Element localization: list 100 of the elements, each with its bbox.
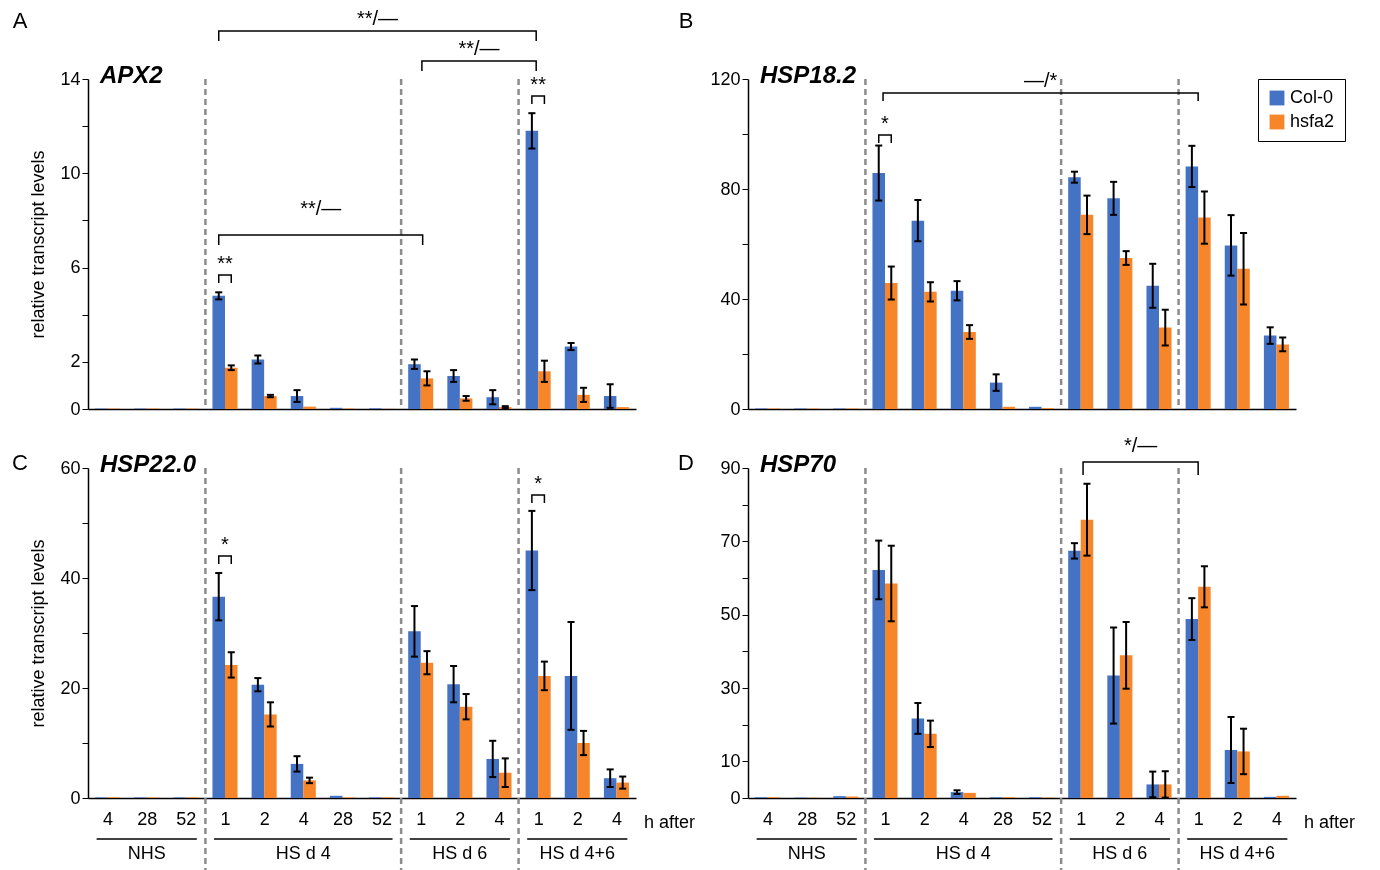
annotation: —/* [1023, 69, 1058, 91]
y-tick-label: 6 [70, 257, 81, 278]
x-tick-label: 2 [919, 808, 930, 829]
y-tick-label: 60 [60, 457, 81, 478]
x-tick-label: 1 [1193, 808, 1204, 829]
y-tick-label: 0 [70, 398, 81, 419]
bar [408, 631, 421, 798]
x-tick-label: 4 [1154, 808, 1165, 829]
text: */— [1123, 434, 1158, 456]
bar [950, 290, 964, 409]
x-tick-label: 1 [220, 808, 231, 829]
bar [538, 675, 551, 798]
y-tick-label: 80 [720, 178, 741, 199]
bar [1185, 619, 1199, 798]
bar [1119, 655, 1133, 798]
y-tick-label: 0 [730, 787, 741, 808]
y-tick-label: 2 [70, 351, 81, 372]
bar [251, 359, 265, 409]
x-tick-label: 2 [1115, 808, 1126, 829]
bar [577, 743, 590, 798]
annotation: * [534, 472, 543, 494]
y-tick-label: 30 [720, 677, 741, 698]
bar [1107, 198, 1120, 409]
bar [264, 714, 277, 798]
bar [1198, 586, 1211, 798]
bar [872, 173, 885, 409]
x-tick-label: 28 [332, 808, 353, 829]
bar [924, 733, 937, 798]
y-tick-label: 70 [720, 530, 741, 551]
bar [1224, 245, 1238, 409]
bar [447, 684, 460, 798]
bar [1237, 751, 1250, 798]
x-tick-label: 28 [992, 808, 1013, 829]
bar [1276, 795, 1289, 798]
x-tick-label: 4 [958, 808, 969, 829]
annotation: * [881, 112, 890, 134]
y-tick-label: 120 [710, 68, 741, 89]
bar [525, 550, 539, 798]
text: D [678, 450, 694, 475]
y-tick-label: 10 [720, 750, 741, 771]
text: C [12, 450, 29, 475]
bar [1068, 177, 1081, 409]
y-tick-label: 50 [720, 604, 741, 625]
bar [420, 662, 434, 798]
bar [1263, 335, 1277, 409]
bar [1080, 214, 1094, 409]
bar [212, 596, 225, 798]
bar [1107, 675, 1120, 798]
x-tick-label: 52 [176, 808, 197, 829]
x-tick-label: 4 [494, 808, 505, 829]
x-axis-title: h after [644, 812, 696, 832]
y-tick-label: 20 [60, 677, 81, 698]
y-tick-label: 0 [70, 787, 81, 808]
y-tick-label: 14 [60, 68, 81, 89]
y-tick-label: 40 [60, 567, 81, 588]
bar [1002, 406, 1015, 409]
bar [911, 718, 925, 798]
x-tick-label: 1 [416, 808, 427, 829]
text: HS d 4+6 [539, 843, 616, 863]
x-tick-label: 28 [137, 808, 158, 829]
text: **/— [458, 37, 500, 59]
bar [459, 706, 473, 798]
x-axis-title: h after [1304, 812, 1356, 832]
x-tick-label: 1 [880, 808, 891, 829]
x-tick-label: 2 [572, 808, 583, 829]
bar [303, 780, 316, 798]
bar [989, 382, 1003, 409]
bar [963, 792, 976, 798]
annotation: ** [217, 252, 233, 274]
bar [1146, 285, 1159, 409]
y-axis-title: relative transcript levels [28, 150, 49, 339]
text: HS d 4 [935, 843, 991, 863]
bar [885, 283, 898, 409]
bar [1198, 217, 1211, 409]
bar [1029, 406, 1042, 409]
x-tick-label: 1 [533, 808, 544, 829]
chart-title: HSP18.2 [760, 61, 857, 88]
bar [885, 583, 898, 798]
text: NHS [787, 843, 826, 863]
bar [1237, 268, 1250, 409]
bar [1276, 344, 1289, 409]
legend-label: Col-0 [1290, 87, 1334, 107]
annotation: * [221, 533, 230, 555]
x-tick-label: 4 [298, 808, 309, 829]
bar [420, 378, 434, 409]
chart-title: HSP70 [760, 450, 837, 477]
x-tick-label: 28 [797, 808, 818, 829]
x-tick-label: 4 [103, 808, 114, 829]
bar [290, 763, 304, 798]
text: HS d 4 [275, 843, 331, 863]
bar [963, 332, 976, 409]
x-tick-label: 2 [259, 808, 270, 829]
annotation: ** [530, 73, 547, 95]
chart-title: HSP22.0 [100, 450, 197, 477]
bar [1159, 327, 1172, 409]
x-tick-label: 4 [611, 808, 622, 829]
legend-label: hsfa2 [1290, 111, 1335, 131]
bar [525, 130, 539, 409]
text: B [678, 8, 694, 33]
text: HS d 6 [1092, 843, 1148, 863]
